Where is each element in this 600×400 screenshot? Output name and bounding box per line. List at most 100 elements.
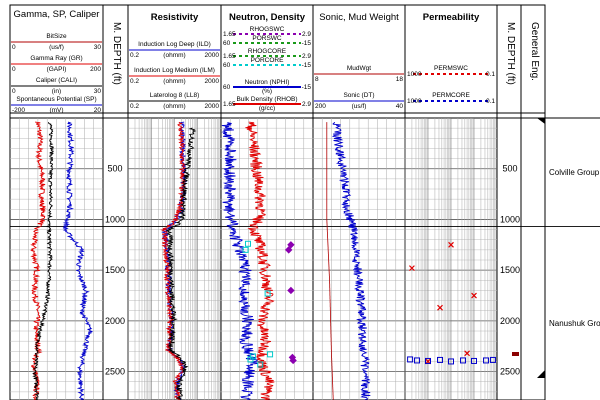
curve-unit: (mV) — [49, 107, 63, 114]
curve-unit: (ohmm) — [163, 52, 185, 59]
permswc-point — [437, 304, 443, 311]
scale-max: 2000 — [205, 103, 220, 110]
track-title: Gamma, SP, Caliper — [14, 9, 100, 20]
scale-max: 0.1 — [486, 71, 495, 78]
curve-name: MudWgt — [347, 65, 371, 72]
scale-max: 20 — [94, 107, 102, 114]
scale-max: 30 — [94, 44, 102, 51]
depth-tick-label: 2500 — [105, 367, 125, 377]
curve-unit: (g/cc) — [259, 105, 275, 112]
rhogswc-point — [287, 286, 295, 295]
scale-max: 2000 — [205, 78, 220, 85]
permswc-point — [448, 241, 454, 248]
scale-min: 0 — [12, 66, 16, 73]
scale-max: 2.9 — [302, 53, 311, 60]
permcore-point — [425, 357, 431, 364]
permcore-point — [471, 357, 477, 364]
scale-min: 1.65 — [223, 53, 236, 60]
sonic-dt-curve — [332, 121, 371, 400]
depth-labels: 500 500 1000 1000 1500 1500 2000 2000 2500 2500 — [105, 164, 520, 377]
rhogswc-point — [285, 246, 293, 254]
scale-min: -200 — [12, 107, 25, 114]
scale-max: 40 — [396, 103, 404, 110]
formation-label: Nanushuk Group — [549, 319, 600, 328]
depth-track-title: M. DEPTH (ft) — [505, 22, 516, 85]
eng-markers — [512, 118, 545, 378]
permcore-point — [437, 356, 444, 363]
depth-tick-label: 2000 — [105, 316, 125, 326]
bulk-density-rhob-curve — [245, 121, 275, 400]
curve-unit: (in) — [52, 88, 61, 95]
log-curves — [30, 121, 496, 400]
track-title: Resistivity — [151, 12, 199, 23]
track-title: Sonic, Mud Weight — [319, 12, 399, 23]
outer-border — [9, 4, 546, 400]
curve-name: Caliper (CALI) — [36, 77, 77, 84]
curve-name: Induction Log Deep (ILD) — [138, 41, 211, 48]
porcore-point — [264, 290, 271, 297]
scale-min: 60 — [223, 62, 231, 69]
porcore-point — [247, 356, 254, 363]
scale-max: 200 — [90, 66, 101, 73]
scale-min: 60 — [223, 84, 231, 91]
curve-name: Spontaneous Potential (SP) — [16, 96, 96, 103]
scale-min: 1.65 — [223, 101, 236, 108]
scale-min: 0.2 — [130, 52, 139, 59]
scale-min: 0 — [12, 88, 16, 95]
depth-grid — [10, 118, 497, 400]
permcore-point — [483, 357, 490, 364]
scale-min: 0 — [12, 44, 16, 51]
scale-max: 0.1 — [486, 98, 495, 105]
porcore-point — [242, 246, 249, 253]
porcore-point — [267, 351, 274, 358]
scale-max: 2000 — [205, 52, 220, 59]
scale-max: 18 — [396, 76, 404, 83]
permcore-point — [460, 357, 467, 364]
depth-track-title: M. DEPTH (ft) — [111, 22, 122, 85]
permcore-point — [407, 356, 414, 363]
permcore-markers — [407, 356, 496, 365]
mudwgt-curve — [326, 122, 334, 400]
curve-name: PORCORE — [251, 57, 285, 64]
scale-max: -15 — [302, 62, 312, 69]
track-headers: Gamma, SP, Caliper Resistivity Neutron, De… — [11, 9, 540, 114]
curve-name: Induction Log Medium (ILM) — [134, 67, 215, 74]
curve-name: Neutron (NPHI) — [245, 79, 290, 86]
curve-unit: (ohmm) — [163, 78, 185, 85]
curve-name: PERMSWC — [434, 65, 468, 72]
porcore-markers — [242, 240, 274, 368]
rhogswc-markers — [285, 241, 297, 365]
curve-unit: (%) — [262, 88, 272, 95]
curve-name: BitSize — [46, 33, 67, 40]
scale-max: -15 — [302, 40, 312, 47]
depth-tick-label: 1000 — [500, 214, 520, 224]
scale-min: 60 — [223, 40, 231, 47]
scale-max: 30 — [94, 88, 102, 95]
porcore-point — [244, 240, 251, 247]
caliper-cali-curve — [32, 122, 55, 400]
curve-name: RHOGCORE — [248, 48, 287, 55]
permswc-point — [471, 292, 477, 299]
curve-unit: (GAPI) — [47, 66, 67, 73]
scale-min: 200 — [315, 103, 326, 110]
curve-name: RHOGSWC — [250, 26, 285, 33]
induction-log-medium-ilm-curve — [160, 121, 187, 400]
curve-name: Bulk Density (RHOB) — [236, 96, 297, 103]
permcore-point — [448, 358, 454, 365]
scale-min: 0.2 — [130, 103, 139, 110]
permcore-point — [489, 356, 496, 363]
curve-unit: (ohmm) — [163, 103, 185, 110]
porcore-point — [257, 361, 264, 368]
general-eng-title: General Eng. — [529, 22, 540, 81]
curve-name: Laterolog 8 (LL8) — [150, 92, 200, 99]
depth-tick-label: 2000 — [500, 316, 520, 326]
scale-min: 1.65 — [223, 31, 236, 38]
permcore-point — [414, 357, 421, 364]
curve-name: Sonic (DT) — [343, 92, 374, 99]
depth-tick-label: 500 — [502, 164, 517, 174]
curve-unit: (us/f) — [352, 103, 367, 110]
permswc-markers — [408, 241, 477, 365]
scale-max: 2.9 — [302, 101, 311, 108]
scale-min: 8 — [315, 76, 319, 83]
spontaneous-potential-sp-curve — [62, 121, 93, 400]
